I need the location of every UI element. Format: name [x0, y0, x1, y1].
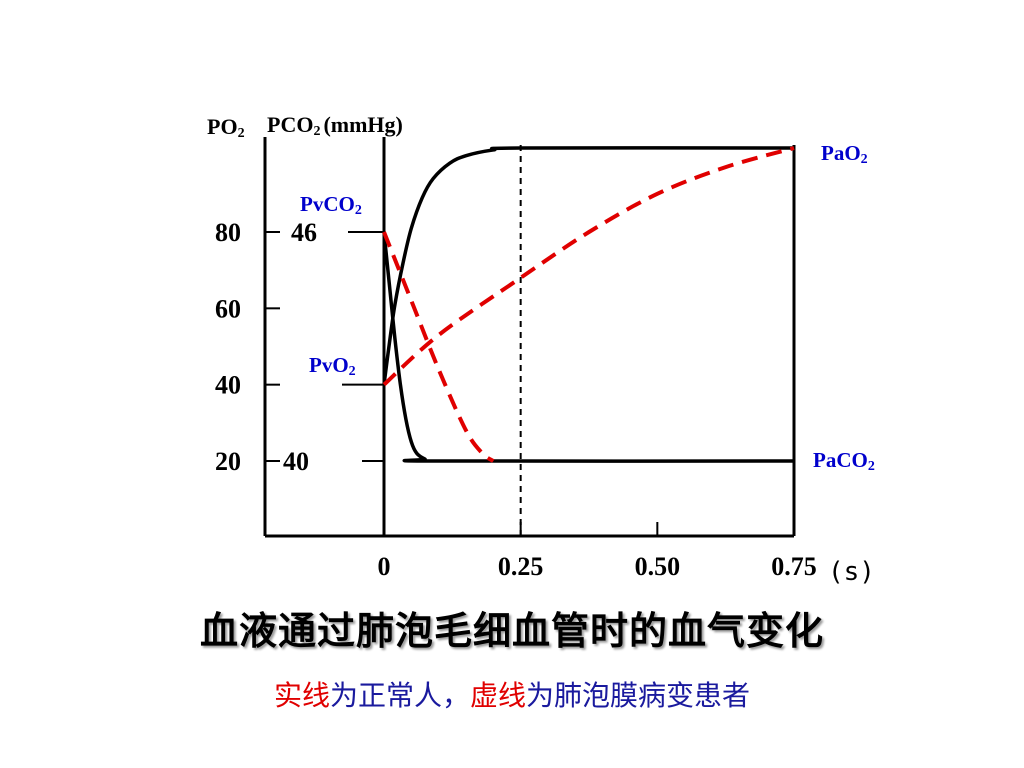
tick-group: 80 60 40 20 46 40 0 0.25 0.50 0.75 — [215, 218, 817, 581]
label-pao2: PaO2 — [821, 141, 868, 167]
label-pvco2: PvCO2 — [300, 192, 362, 218]
y-axis-title-po2: PO2 — [207, 114, 245, 141]
po2-tick-label-40: 40 — [215, 371, 241, 400]
caption-solid-meaning: 为正常人， — [329, 679, 470, 712]
series-line-1 — [382, 231, 795, 463]
series-group — [382, 146, 795, 463]
po2-tick-label-60: 60 — [215, 294, 241, 323]
po2-tick-label-80: 80 — [215, 218, 241, 247]
x-tick-label-0.75: 0.75 — [771, 552, 817, 581]
series-line-3 — [382, 231, 495, 463]
po2-tick-label-20: 20 — [215, 447, 241, 476]
label-paco2: PaCO2 — [813, 448, 875, 474]
label-pvo2: PvO2 — [309, 353, 356, 379]
chart-title: 血液通过肺泡毛细血管时的血气变化 — [199, 609, 824, 653]
series-line-0 — [382, 146, 795, 385]
x-tick-label-0.50: 0.50 — [635, 552, 681, 581]
y-axis-title-pco2: PCO2 (mmHg) — [267, 112, 403, 139]
plot-frame — [263, 137, 796, 538]
caption-dashed-meaning: 为肺泡膜病变患者 — [526, 679, 751, 712]
x-tick-label-0: 0 — [378, 552, 391, 581]
pco2-tick-label-40: 40 — [283, 447, 309, 476]
chart-caption: 实线为正常人，虚线为肺泡膜病变患者 — [0, 674, 1024, 714]
caption-solid-word: 实线 — [273, 679, 330, 712]
x-axis-unit: (s) — [828, 557, 875, 587]
caption-dashed-word: 虚线 — [470, 679, 527, 712]
series-line-2 — [382, 146, 795, 387]
pco2-tick-label-46: 46 — [291, 218, 317, 247]
x-tick-label-0.25: 0.25 — [498, 552, 544, 581]
